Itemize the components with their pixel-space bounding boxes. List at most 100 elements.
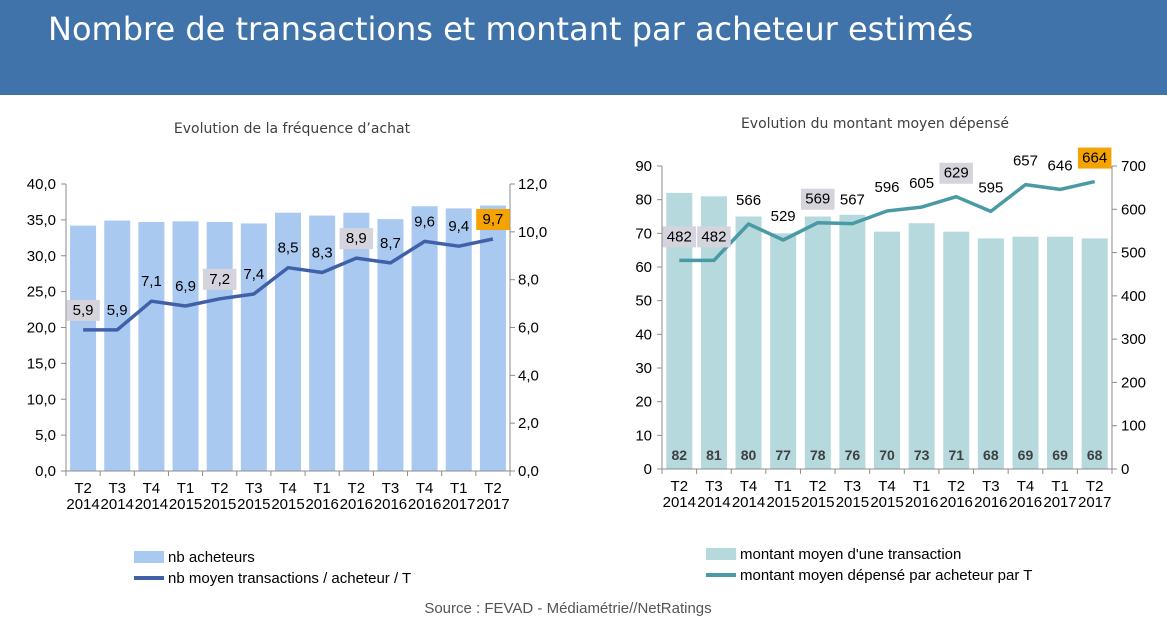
legend-bar-label: montant moyen d'une transaction (740, 546, 961, 563)
x-tick-label-quarter: T3 (245, 480, 263, 497)
bar-data-label: 69 (1052, 447, 1068, 463)
x-tick-label-quarter: T2 (671, 478, 689, 495)
line-data-label: 482 (701, 228, 726, 245)
x-tick-label-quarter: T4 (143, 480, 161, 497)
x-tick-label-year: 2015 (237, 496, 270, 513)
chart-montant-moyen: Evolution du montant moyen dépensé 0 10 20 3… (635, 116, 1146, 584)
legend-line-label: montant moyen dépensé par acheteur par T (740, 567, 1032, 584)
bar (138, 222, 165, 471)
line-data-label: 9,4 (448, 218, 469, 235)
line-data-label: 569 (805, 191, 830, 208)
left-tick-label: 25,0 (27, 284, 56, 301)
bar-data-label: 76 (845, 447, 861, 463)
line-data-label: 595 (978, 179, 1003, 196)
x-tick-label-year: 2014 (135, 496, 168, 513)
bar-data-label: 70 (879, 447, 895, 463)
data-label-box (662, 226, 697, 248)
data-label-box (66, 299, 100, 321)
bar (908, 223, 935, 469)
x-tick-label-quarter: T1 (774, 478, 792, 495)
x-tick-label-year: 2017 (476, 496, 509, 513)
x-tick-label-year: 2014 (697, 494, 730, 511)
line-data-label: 566 (736, 192, 761, 209)
x-tick-label-quarter: T4 (878, 478, 896, 495)
data-label-box (697, 226, 731, 248)
chart-title: Evolution de la fréquence d’achat (174, 121, 411, 137)
bar (479, 205, 506, 471)
line-data-label: 5,9 (107, 302, 128, 319)
bar (735, 216, 762, 469)
x-tick-label-quarter: T1 (313, 480, 331, 497)
left-tick-label: 20 (635, 394, 652, 411)
right-tick-label: 0 (1121, 461, 1129, 478)
highlight-label-box (476, 209, 510, 231)
x-tick-label-year: 2017 (442, 496, 475, 513)
highlight-label-box (1077, 147, 1112, 169)
x-tick-label-year: 2014 (66, 496, 99, 513)
x-tick-label-quarter: T2 (74, 480, 92, 497)
bar (839, 214, 866, 469)
bar (1081, 238, 1108, 469)
x-tick-label-quarter: T3 (982, 478, 1000, 495)
line-data-label: 596 (874, 179, 899, 196)
x-tick-label-year: 2014 (663, 494, 696, 511)
x-tick-label-year: 2016 (408, 496, 441, 513)
right-tick-label: 600 (1121, 201, 1146, 218)
line-series (679, 179, 1096, 263)
right-tick-label: 100 (1121, 418, 1146, 435)
right-tick-label: 0,0 (518, 463, 539, 480)
bar (411, 206, 438, 471)
line-data-label: 9,7 (482, 211, 503, 228)
left-tick-label: 40,0 (27, 176, 56, 193)
x-tick-label-quarter: T2 (1086, 478, 1104, 495)
left-tick-label: 0 (644, 461, 652, 478)
bar-data-label: 73 (914, 447, 930, 463)
data-label-box (801, 188, 835, 210)
bar (977, 238, 1004, 469)
source-note: Source : FEVAD - Médiamétrie//NetRatings (424, 600, 712, 617)
bar (874, 231, 900, 469)
left-tick-label: 80 (635, 192, 652, 209)
x-tick-label-quarter: T1 (177, 480, 195, 497)
line-data-label: 664 (1082, 150, 1107, 167)
x-tick-label-quarter: T4 (740, 478, 758, 495)
x-tick-label-quarter: T4 (279, 480, 297, 497)
left-tick-label: 40 (635, 326, 652, 343)
left-tick-label: 30,0 (27, 248, 56, 265)
line-series (83, 237, 494, 332)
right-tick-label: 2,0 (518, 415, 539, 432)
bar (770, 233, 797, 469)
x-tick-label-year: 2016 (1009, 494, 1042, 511)
x-tick-label-quarter: T1 (913, 478, 931, 495)
x-tick-label-quarter: T1 (1051, 478, 1069, 495)
bar-data-label: 68 (1087, 447, 1103, 463)
left-tick-label: 30 (635, 360, 652, 377)
line-data-label: 8,7 (380, 235, 401, 252)
bar-data-label: 69 (1018, 447, 1034, 463)
left-tick-label: 20,0 (27, 320, 56, 337)
right-tick-label: 10,0 (518, 224, 547, 241)
line-data-label: 7,1 (141, 273, 162, 290)
x-tick-label-year: 2014 (732, 494, 765, 511)
left-tick-label: 10,0 (27, 391, 56, 408)
x-tick-label-quarter: T2 (211, 480, 229, 497)
legend-bar-swatch (706, 548, 736, 560)
x-tick-label-year: 2015 (836, 494, 869, 511)
data-label-box (339, 228, 374, 250)
bar (1012, 236, 1039, 469)
x-tick-label-quarter: T4 (416, 480, 434, 497)
x-tick-label-year: 2016 (974, 494, 1007, 511)
line-data-label: 8,5 (278, 240, 299, 257)
x-tick-label-quarter: T2 (809, 478, 827, 495)
x-tick-label-quarter: T3 (705, 478, 723, 495)
legend-line-label: nb moyen transactions / acheteur / T (168, 570, 411, 587)
bar (275, 212, 301, 471)
x-tick-label-year: 2016 (374, 496, 407, 513)
left-tick-label: 60 (635, 259, 652, 276)
header-banner: Nombre de transactions et montant par ac… (0, 0, 1167, 95)
line-data-label: 7,2 (209, 271, 230, 288)
right-tick-label: 4,0 (518, 367, 539, 384)
line-data-label: 657 (1013, 153, 1038, 170)
line-data-label: 629 (944, 165, 969, 182)
line-data-label: 8,3 (312, 244, 333, 261)
